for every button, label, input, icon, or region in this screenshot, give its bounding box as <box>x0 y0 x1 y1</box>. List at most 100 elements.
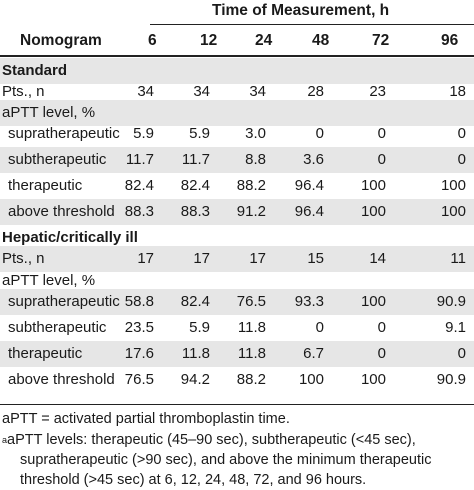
cell-value: 0 <box>315 125 324 142</box>
cell-value: 3.0 <box>245 125 266 142</box>
cell-value: 8.8 <box>245 151 266 168</box>
cell-value: 5.9 <box>133 125 154 142</box>
cell-value: 18 <box>449 83 466 100</box>
table-row: Pts., n 34 34 34 28 23 18 <box>0 79 474 105</box>
subheading-row: aPTT level, % <box>0 100 474 126</box>
time-header-48: 48 <box>312 32 330 49</box>
cell-value: 90.9 <box>436 371 466 388</box>
cell-value: 91.2 <box>236 203 266 220</box>
section-title: Standard <box>2 62 68 79</box>
cell-value: 76.5 <box>236 293 266 310</box>
cell-value: 76.5 <box>124 371 154 388</box>
table-row: above threshold 88.3 88.3 91.2 96.4 100 … <box>0 199 474 225</box>
cell-value: 100 <box>360 371 386 388</box>
nomogram-header: Nomogram <box>20 32 102 49</box>
footnote-marker: a <box>2 435 8 445</box>
cell-value: 11.8 <box>237 319 266 336</box>
section-title: Hepatic/critically ill <box>2 229 138 246</box>
cell-value: 93.3 <box>294 293 324 310</box>
levels-footnote: aaPTT levels: therapeutic (45–90 sec), s… <box>2 430 472 490</box>
cell-value: 11.7 <box>125 151 154 168</box>
time-header-12: 12 <box>200 32 218 49</box>
cell-value: 17 <box>249 250 266 267</box>
cell-value: 0 <box>457 151 466 168</box>
header-divider <box>150 24 474 25</box>
cell-value: 100 <box>360 203 386 220</box>
column-header-row: Nomogram 6 12 24 48 72 96 <box>0 26 474 55</box>
cell-value: 0 <box>377 345 386 362</box>
cell-value: 17 <box>193 250 210 267</box>
cell-value: 34 <box>137 83 154 100</box>
cell-value: 28 <box>307 83 324 100</box>
row-label: therapeutic <box>8 345 83 362</box>
cell-value: 3.6 <box>303 151 324 168</box>
table-row: therapeutic 82.4 82.4 88.2 96.4 100 100 <box>0 173 474 199</box>
cell-value: 94.2 <box>180 371 210 388</box>
table-row: subtherapeutic 23.5 5.9 11.8 0 0 9.1 <box>0 315 474 341</box>
footnote-line: aaPTT levels: therapeutic (45–90 sec), s… <box>2 430 472 450</box>
row-label: aPTT level, % <box>2 272 96 289</box>
row-label: aPTT level, % <box>2 104 96 121</box>
row-label: subtherapeutic <box>8 151 107 168</box>
cell-value: 23.5 <box>124 319 154 336</box>
cell-value: 100 <box>440 177 466 194</box>
cell-value: 23 <box>369 83 386 100</box>
cell-value: 5.9 <box>189 125 210 142</box>
cell-value: 9.1 <box>445 319 466 336</box>
cell-value: 88.3 <box>124 203 154 220</box>
footnote-text: aPTT levels: therapeutic (45–90 sec), su… <box>7 432 416 448</box>
cell-value: 17 <box>137 250 154 267</box>
header-bottom-rule <box>0 55 474 57</box>
table-row: therapeutic 17.6 11.8 11.8 6.7 0 0 <box>0 341 474 367</box>
super-header: Time of Measurement, h <box>0 0 474 26</box>
table-row: subtherapeutic 11.7 11.7 8.8 3.6 0 0 <box>0 147 474 173</box>
cell-value: 0 <box>377 319 386 336</box>
cell-value: 58.8 <box>124 293 154 310</box>
footnote-line: supratherapeutic (>90 sec), and above th… <box>20 452 432 468</box>
row-label: supratherapeutic <box>8 125 120 142</box>
table-row: supratherapeutic 5.9 5.9 3.0 0 0 0 <box>0 121 474 147</box>
cell-value: 100 <box>360 177 386 194</box>
abbreviation-text: aPTT = activated partial thromboplastin … <box>2 411 290 427</box>
cell-value: 82.4 <box>180 293 210 310</box>
cell-value: 17.6 <box>124 345 154 362</box>
cell-value: 6.7 <box>303 345 324 362</box>
cell-value: 0 <box>457 125 466 142</box>
row-label: subtherapeutic <box>8 319 107 336</box>
table-row: Pts., n 17 17 17 15 14 11 <box>0 246 474 272</box>
row-label: above threshold <box>8 371 115 388</box>
cell-value: 0 <box>457 345 466 362</box>
table-row: supratherapeutic 58.8 82.4 76.5 93.3 100… <box>0 289 474 315</box>
cell-value: 96.4 <box>294 177 324 194</box>
row-label: above threshold <box>8 203 115 220</box>
cell-value: 0 <box>377 125 386 142</box>
cell-value: 15 <box>307 250 324 267</box>
cell-value: 11.8 <box>181 345 210 362</box>
cell-value: 88.2 <box>236 371 266 388</box>
cell-value: 90.9 <box>436 293 466 310</box>
row-label: Pts., n <box>2 250 45 267</box>
footnote-line: threshold (>45 sec) at 6, 12, 24, 48, 72… <box>20 472 367 488</box>
cell-value: 11 <box>450 250 466 267</box>
cell-value: 34 <box>249 83 266 100</box>
cell-value: 11.8 <box>237 345 266 362</box>
section-title-row: Standard <box>0 58 474 84</box>
cell-value: 88.3 <box>180 203 210 220</box>
cell-value: 11.7 <box>181 151 210 168</box>
cell-value: 0 <box>315 319 324 336</box>
row-label: Pts., n <box>2 83 45 100</box>
row-label: supratherapeutic <box>8 293 120 310</box>
section-title-row: Hepatic/critically ill <box>0 225 474 251</box>
cell-value: 82.4 <box>180 177 210 194</box>
row-label: therapeutic <box>8 177 83 194</box>
time-header-6: 6 <box>148 32 157 49</box>
cell-value: 96.4 <box>294 203 324 220</box>
cell-value: 5.9 <box>189 319 210 336</box>
cell-value: 82.4 <box>124 177 154 194</box>
time-header-24: 24 <box>255 32 273 49</box>
time-header-96: 96 <box>441 32 459 49</box>
cell-value: 88.2 <box>236 177 266 194</box>
abbreviation-footnote: aPTT = activated partial thromboplastin … <box>2 409 472 429</box>
time-of-measurement-heading: Time of Measurement, h <box>212 2 390 19</box>
